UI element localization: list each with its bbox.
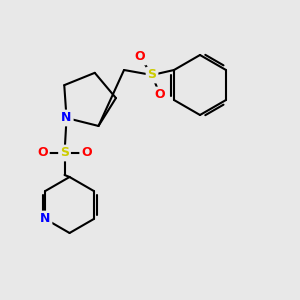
Text: O: O <box>155 88 165 101</box>
Text: O: O <box>81 146 92 160</box>
Text: S: S <box>60 146 69 160</box>
Text: N: N <box>40 212 50 226</box>
Text: N: N <box>61 112 72 124</box>
Text: O: O <box>37 146 48 160</box>
Text: S: S <box>148 68 157 82</box>
Text: O: O <box>135 50 145 64</box>
